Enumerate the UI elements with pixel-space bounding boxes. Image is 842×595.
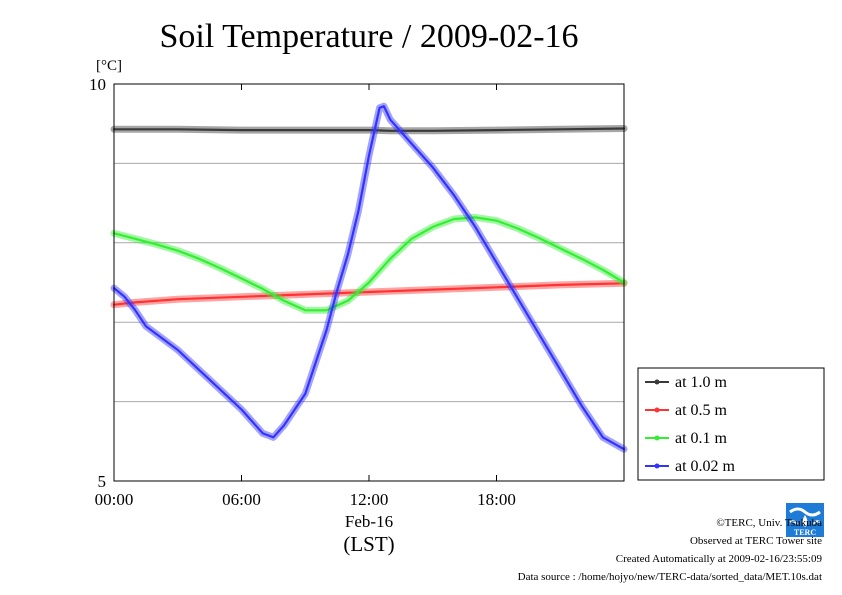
axes: 5 10 00:00 06:00 12:00 18:00 (89, 75, 516, 509)
legend-label-at-0-1-m: at 0.1 m (675, 430, 728, 447)
legend-marker-at-0-5-m (654, 407, 660, 413)
y-axis-unit-label: [°C] (96, 58, 122, 74)
legend: at 1.0 m at 0.5 m at 0.1 m at 0.02 m (637, 367, 825, 481)
footer-source: Data source : /home/hojyo/new/TERC-data/… (517, 571, 822, 583)
x-axis-date-label: Feb-16 (345, 512, 393, 531)
legend-box (637, 367, 825, 481)
y-tick-label: 10 (89, 75, 106, 94)
chart-title: Soil Temperature / 2009-02-16 (159, 18, 578, 55)
series-line-at-0-1-m (112, 216, 626, 312)
legend-marker-at-0-1-m (654, 435, 660, 441)
legend-label-at-0-02-m: at 0.02 m (675, 458, 736, 475)
x-axis-timezone-label: (LST) (343, 532, 394, 556)
terc-logo: TERC (786, 503, 824, 537)
legend-label-at-0-5-m: at 0.5 m (675, 402, 728, 419)
x-tick-label: 12:00 (350, 490, 389, 509)
legend-label-at-1-0-m: at 1.0 m (675, 374, 728, 391)
series-line-at-0-02-m (112, 105, 626, 451)
logo-text: TERC (794, 528, 816, 537)
footer-copyright: ©TERC, Univ. Tsukuba (716, 517, 822, 529)
x-tick-label: 00:00 (95, 490, 134, 509)
series-lines (110, 102, 628, 453)
grid-lines (114, 162, 624, 403)
footer-created: Created Automatically at 2009-02-16/23:5… (615, 553, 822, 565)
x-tick-label: 18:00 (477, 490, 516, 509)
y-tick-label: 5 (98, 472, 107, 491)
series-line-at-1-0-m (112, 127, 626, 132)
legend-marker-at-0-02-m (654, 463, 660, 469)
legend-marker-at-1-0-m (654, 379, 660, 385)
x-tick-label: 06:00 (222, 490, 261, 509)
footer-observed: Observed at TERC Tower site (689, 535, 822, 547)
